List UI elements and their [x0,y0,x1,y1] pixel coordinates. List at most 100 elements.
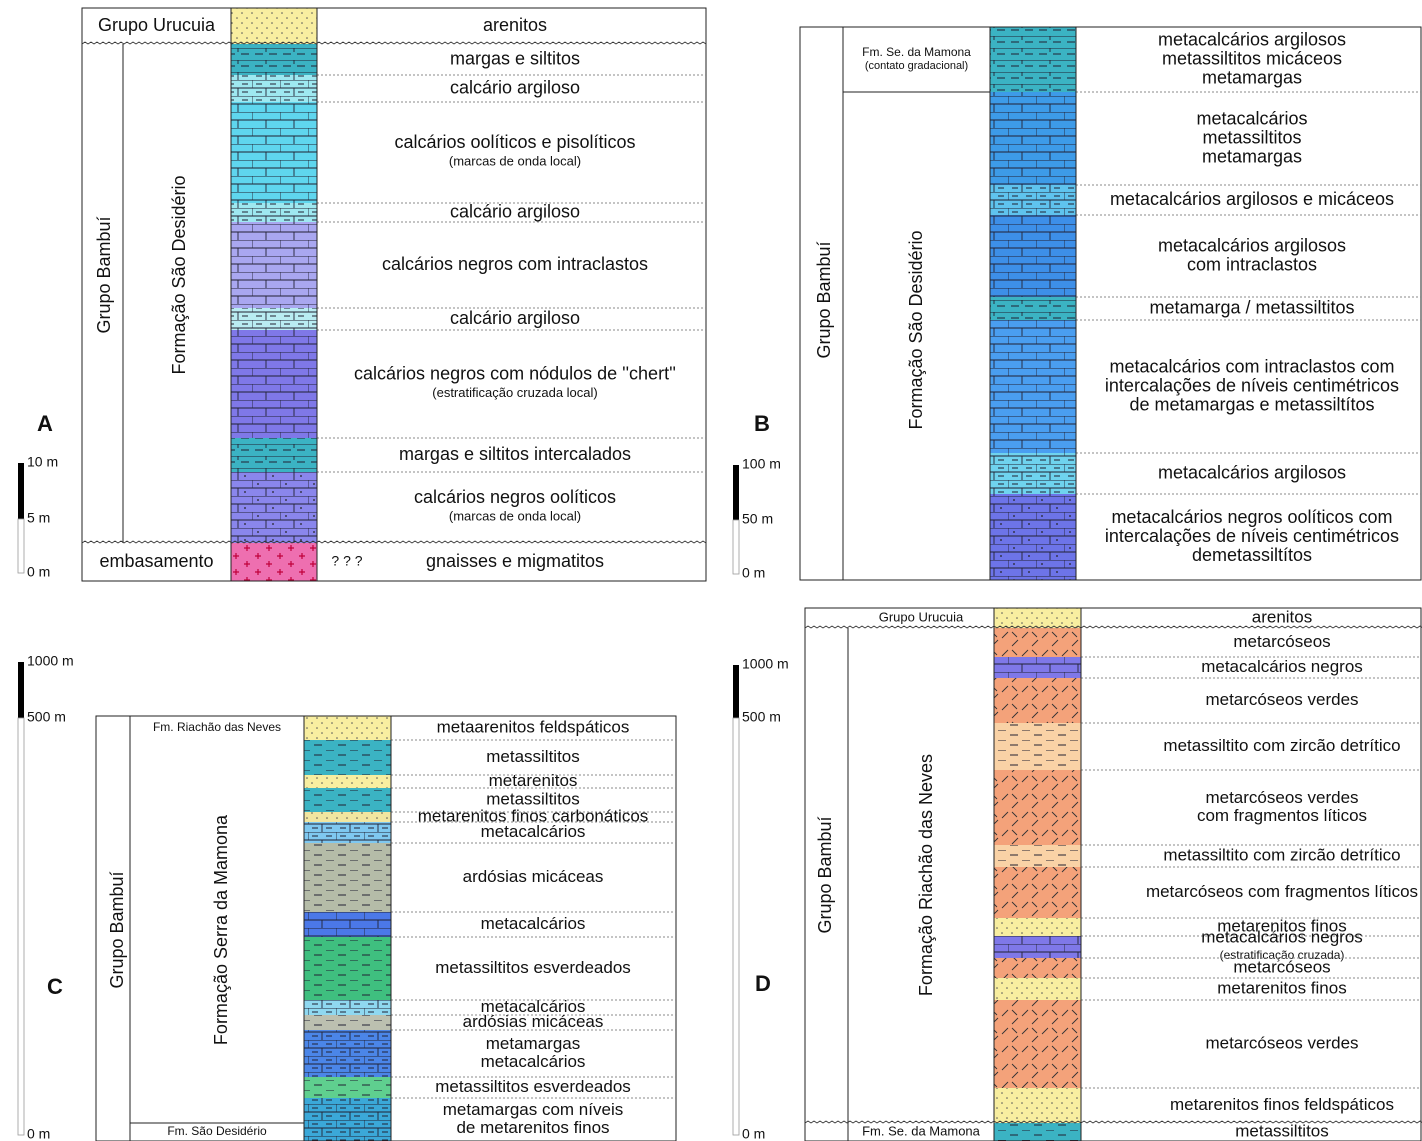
layer-description: metassiltitos [1235,1121,1329,1140]
layer-pattern [990,494,1076,580]
group-label: Formação Riachão das Neves [916,754,936,996]
layer-pattern [994,1088,1081,1123]
layer-pattern [304,716,391,740]
scale-label: 5 m [27,510,50,526]
layer-pattern [990,320,1076,453]
layer-description: de metarenitos finos [456,1118,609,1137]
unconformity [82,541,706,543]
layer-description: intercalações de níveis centimétricos [1105,375,1399,395]
scale-bar-white [733,520,739,574]
layer-pattern [994,958,1081,978]
scale-label: 1000 m [27,653,74,669]
panel-label: B [754,411,770,436]
scale-label: 0 m [742,565,765,581]
layer-description: metacalcários negros [1201,657,1363,676]
layer-pattern [304,1030,391,1077]
layer-description: metassiltito com zircão detrítico [1163,845,1400,864]
layer-pattern [994,936,1081,958]
layer-pattern [990,92,1076,185]
group-label: Grupo Bambuí [815,816,835,933]
layer-pattern [231,472,317,543]
scale-bar-white [18,718,24,1135]
layer-description: arenitos [1252,607,1312,626]
layer-description: ardósias micáceas [463,1012,604,1031]
layer-pattern [994,723,1081,770]
layer-description: calcários oolíticos e pisolíticos [394,132,635,152]
layer-description: calcário argiloso [450,77,580,97]
layer-description: (estratificação cruzada local) [432,385,597,400]
layer-description: metacalcários [1196,108,1307,128]
layer-pattern [231,222,317,308]
group-label: Grupo Bambuí [94,216,114,333]
layer-description: metassiltito com zircão detrítico [1163,736,1400,755]
layer-description: metamargas [1202,146,1302,166]
layer-pattern [304,822,391,843]
scale-label: 10 m [27,454,58,470]
layer-pattern [990,185,1076,215]
layer-pattern [304,1015,391,1030]
layer-pattern [304,937,391,1000]
layer-description: margas e siltitos [450,48,580,68]
layer-description: calcário argiloso [450,201,580,221]
layer-description: metacalcários [481,914,586,933]
scale-bar-black [18,463,24,519]
layer-description: metacalcários [481,1052,586,1071]
scale-label: 500 m [27,709,66,725]
layer-description: calcários negros com nódulos de ''chert'… [354,363,676,383]
layer-pattern [304,775,391,788]
group-label: Grupo Urucuia [98,15,216,35]
scale-bar-black [733,665,739,718]
scale-label: 50 m [742,511,773,527]
group-label: Formação São Desidério [906,230,926,429]
layer-description: metacalcários com intraclastos com [1109,356,1394,376]
layer-pattern [231,203,317,222]
layer-pattern [994,678,1081,723]
layer-pattern [994,867,1081,918]
layer-description: ardósias micáceas [463,867,604,886]
layer-pattern [231,308,317,330]
layer-description: metacalcários [481,822,586,841]
panel: metacalcários argilososmetassiltitos mic… [733,27,1421,581]
uncertain-note: ? ? ? [331,553,362,569]
group-label: Grupo Bambuí [814,241,834,358]
layer-pattern [304,1077,391,1098]
scale-bar-black [733,465,739,520]
group-label: Fm. Se. da Mamona [862,45,971,59]
scale-bar-white [18,519,24,573]
layer-pattern [994,608,1081,628]
layer-description: de metamargas e metassiltítos [1129,394,1374,414]
layer-pattern [994,1000,1081,1088]
group-label: embasamento [99,551,213,571]
layer-pattern [304,912,391,937]
layer-description: metacalcários negros oolíticos com [1111,507,1392,527]
layer-description: intercalações de níveis centimétricos [1105,526,1399,546]
layer-pattern [304,843,391,912]
layer-description: metassiltitos [486,747,580,766]
layer-pattern [304,812,391,822]
panel: metaarenitos feldspáticos metassiltitos me… [18,653,676,1141]
layer-description: margas e siltitos intercalados [399,444,631,464]
group-label: Formação São Desidério [169,175,189,374]
panel-label: A [37,411,53,436]
layer-description: arenitos [483,15,547,35]
layer-description: metarcóseos com fragmentos líticos [1146,882,1418,901]
layer-description: calcário argiloso [450,308,580,328]
layer-description: metamargas com níveis [443,1100,623,1119]
layer-description: gnaisses e migmatitos [426,551,604,571]
layer-pattern [304,1000,391,1015]
layer-description: (marcas de onda local) [449,153,581,168]
layer-description: (marcas de onda local) [449,508,581,523]
panel: arenitos margas e siltitos calcário argilo… [18,8,706,581]
group-label: Fm. Riachão das Neves [153,720,281,734]
layer-description: metacalcários argilosos e micáceos [1110,189,1394,209]
layer-description: calcários negros oolíticos [414,487,616,507]
layer-description: metarcóseos verdes [1205,1033,1358,1052]
group-label: Grupo Bambuí [107,871,127,988]
layer-pattern [231,8,317,44]
group-label: Grupo Urucuia [879,609,964,624]
layer-description: metarenitos finos feldspáticos [1170,1095,1394,1114]
layer-description: metassiltitos esverdeados [435,958,631,977]
unconformity [82,42,706,44]
layer-description: metaarenitos feldspáticos [437,717,630,736]
layer-pattern [994,628,1081,657]
